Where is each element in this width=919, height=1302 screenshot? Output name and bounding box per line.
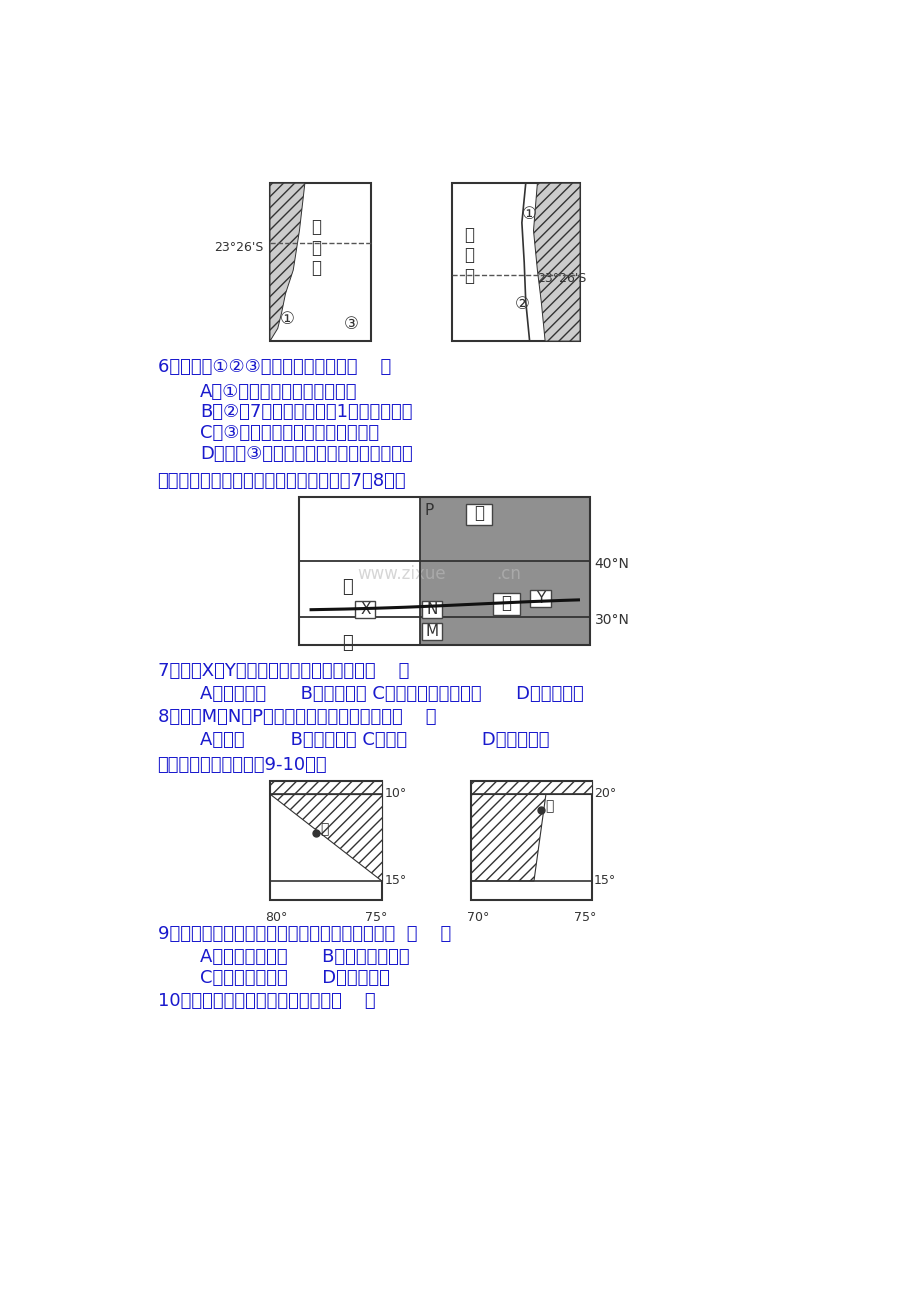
Text: www.zixue: www.zixue	[357, 565, 445, 583]
Text: 23°26'S: 23°26'S	[537, 272, 586, 285]
Text: 20°: 20°	[594, 788, 616, 801]
Text: A．由西北向东南      B．由西南向东北: A．由西北向东南 B．由西南向东北	[200, 948, 410, 966]
Bar	[493, 594, 519, 615]
Text: 23°26'S: 23°26'S	[214, 241, 263, 254]
Text: 陆: 陆	[473, 504, 483, 522]
Text: 甲: 甲	[320, 823, 328, 836]
Bar	[471, 781, 591, 900]
Text: 70°: 70°	[466, 911, 488, 924]
Text: 洋: 洋	[342, 634, 353, 652]
Text: 乙: 乙	[545, 799, 553, 814]
Text: ③: ③	[344, 315, 358, 333]
Text: 15°: 15°	[594, 875, 616, 888]
Polygon shape	[471, 781, 591, 794]
Polygon shape	[533, 184, 579, 341]
Text: 8、造成M、N、P三地降水差异的主导因素是（    ）: 8、造成M、N、P三地降水差异的主导因素是（ ）	[157, 708, 436, 727]
Text: 30°N: 30°N	[594, 613, 629, 628]
Polygon shape	[471, 794, 545, 881]
Text: A．①地气候的形成与地形有关: A．①地气候的形成与地形有关	[200, 383, 357, 401]
Bar	[422, 602, 441, 618]
Bar	[530, 590, 550, 607]
Text: Y: Y	[535, 591, 544, 605]
Text: 10、甲、乙两地附近的气候状况是（    ）: 10、甲、乙两地附近的气候状况是（ ）	[157, 992, 375, 1009]
Bar	[422, 624, 441, 641]
Text: 7、造成X、Y两地气温差异的主要因素是（    ）: 7、造成X、Y两地气温差异的主要因素是（ ）	[157, 663, 409, 680]
Text: 40°N: 40°N	[594, 557, 629, 572]
Text: 海: 海	[342, 578, 353, 596]
Bar	[299, 497, 419, 646]
Text: ②: ②	[514, 296, 528, 312]
Bar	[355, 602, 375, 618]
Text: 80°: 80°	[265, 911, 287, 924]
Text: 75°: 75°	[365, 911, 387, 924]
Text: N: N	[425, 602, 437, 617]
Text: 75°: 75°	[573, 911, 596, 924]
Text: P: P	[424, 503, 433, 518]
Text: A．纬度位置      B．人类活动 C．海陆热力性质差异      D．大气环流: A．纬度位置 B．人类活动 C．海陆热力性质差异 D．大气环流	[200, 685, 584, 703]
Text: B．②地7月份炎热干燥，1月份温和多雨: B．②地7月份炎热干燥，1月份温和多雨	[200, 404, 413, 422]
Bar	[299, 497, 589, 646]
Text: D．影响③地气候类型的主要因素是西风带: D．影响③地气候类型的主要因素是西风带	[200, 445, 413, 464]
Polygon shape	[269, 794, 382, 881]
Text: 6、对图中①②③三地叙述错误的是（    ）: 6、对图中①②③三地叙述错误的是（ ）	[157, 358, 391, 376]
Text: 15°: 15°	[384, 875, 406, 888]
Polygon shape	[269, 184, 304, 341]
Bar	[466, 504, 492, 525]
Text: X: X	[359, 602, 370, 617]
Bar	[419, 497, 589, 646]
Text: 10°: 10°	[384, 788, 406, 801]
Text: C．③地气候类型为温带海洋性气候: C．③地气候类型为温带海洋性气候	[200, 424, 379, 443]
Text: M: M	[425, 624, 438, 639]
Text: 地: 地	[501, 594, 511, 612]
Text: 太
平
洋: 太 平 洋	[312, 217, 321, 277]
Text: C．由东北向西南      D．由东向西: C．由东北向西南 D．由东向西	[200, 969, 390, 987]
Text: 读两区域示意图，回答9-10题。: 读两区域示意图，回答9-10题。	[157, 756, 327, 775]
Bar	[451, 184, 579, 341]
Text: A．纬度        B．大气环流 C．地形             D．海陆位置: A．纬度 B．大气环流 C．地形 D．海陆位置	[200, 732, 550, 750]
Text: 太
平
洋: 太 平 洋	[464, 225, 473, 285]
Bar	[269, 781, 382, 900]
Text: .cn: .cn	[495, 565, 520, 583]
Bar	[269, 184, 370, 341]
Polygon shape	[269, 781, 382, 794]
Text: 9、飞机从乙地沿着最近距离飞往甲地，其方向是  （    ）: 9、飞机从乙地沿着最近距离飞往甲地，其方向是 （ ）	[157, 924, 450, 943]
Text: ①: ①	[279, 310, 294, 328]
Text: 下图为海陆某月等温线分布图，读图回答7～8题。: 下图为海陆某月等温线分布图，读图回答7～8题。	[157, 471, 406, 490]
Text: ①: ①	[522, 204, 537, 223]
